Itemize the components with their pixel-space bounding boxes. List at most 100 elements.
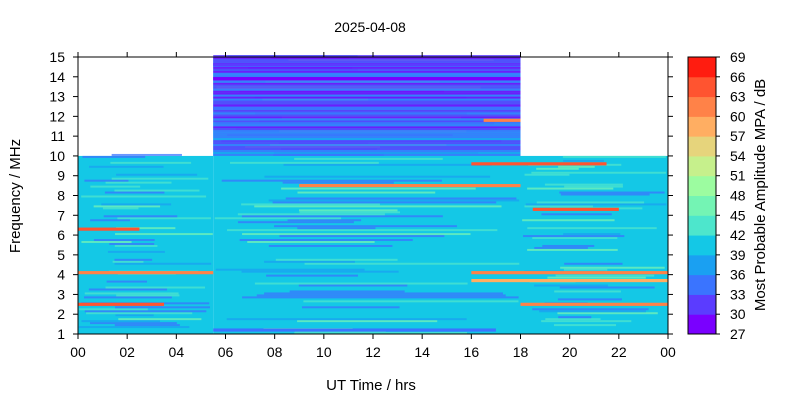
colorbar-tick-label: 48 [730, 188, 746, 204]
heatmap-cell [553, 324, 617, 327]
heatmap-cell [560, 193, 650, 196]
colorbar-tick-label: 69 [730, 49, 746, 65]
colorbar-tick-label: 63 [730, 89, 746, 105]
heatmap-cell [241, 215, 443, 218]
heatmap-cell [115, 314, 154, 317]
heatmap-cell [78, 308, 148, 311]
colorbar-segment [688, 215, 716, 236]
x-tick-label: 00 [70, 344, 86, 360]
heatmap-cell [239, 239, 413, 242]
heatmap-cell [107, 250, 165, 253]
heatmap-cell [527, 187, 614, 190]
heatmap-cell [111, 177, 209, 180]
colorbar-title: Most Probable Amplitude MPA / dB [752, 79, 769, 311]
y-tick-label: 5 [57, 247, 65, 263]
heatmap-cell [299, 211, 401, 214]
heatmap-cell [560, 266, 665, 269]
heatmap-cell [214, 217, 342, 220]
heatmap-cell [237, 221, 354, 224]
heatmap-cell [81, 320, 160, 323]
heatmap-cell [104, 191, 165, 194]
heatmap-cell [213, 140, 521, 143]
heatmap-cell [242, 296, 519, 299]
heatmap-cell [90, 219, 130, 222]
heatmap-cell [213, 84, 521, 87]
heatmap-cell [213, 114, 521, 117]
y-tick-label: 1 [57, 326, 65, 342]
heatmap-band [213, 63, 521, 67]
heatmap-cell [111, 153, 182, 156]
heatmap-cell [287, 219, 362, 222]
y-tick-label: 13 [49, 89, 65, 105]
heatmap-cell [117, 217, 211, 220]
heatmap-cell [114, 324, 180, 327]
heatmap-cell [213, 128, 521, 131]
x-tick-label: 00 [660, 344, 676, 360]
heatmap-cell [213, 94, 521, 97]
heatmap-cell [274, 225, 457, 228]
heatmap-cell [116, 294, 180, 297]
heatmap-cell [81, 241, 132, 243]
heatmap-cell [114, 233, 213, 236]
heatmap-cell [213, 88, 521, 91]
heatmap-cell [559, 286, 655, 289]
y-tick-label: 9 [57, 168, 65, 184]
x-tick-label: 18 [513, 344, 529, 360]
heatmap-cell [264, 292, 503, 295]
heatmap-cell [89, 165, 164, 168]
heatmap-cell [563, 159, 604, 162]
colorbar-tick-label: 45 [730, 207, 746, 223]
heatmap-cell [93, 205, 161, 208]
y-tick-label: 2 [57, 306, 65, 322]
x-axis: 00 02 04 06 08 10 12 14 16 18 20 22 00 [70, 52, 676, 360]
heatmap-cell [213, 74, 521, 77]
colorbar-segment [688, 155, 716, 177]
heatmap-cell [114, 258, 153, 261]
heatmap-cell [558, 316, 592, 319]
heatmap-cell [213, 122, 521, 125]
colorbar-segment [688, 175, 716, 196]
heatmap-cell [101, 203, 172, 206]
heatmap-cell [114, 262, 212, 265]
heatmap-cell [105, 181, 172, 184]
heatmap-cell [110, 161, 192, 164]
heatmap-cell [213, 136, 521, 139]
heatmap-cell [542, 244, 595, 247]
heatmap-cell [557, 298, 622, 301]
heatmap-cell [532, 308, 649, 311]
heatmap-cell [84, 179, 129, 182]
heatmap-cell [116, 173, 198, 176]
heatmap-cell [109, 242, 155, 245]
heatmap-cell [547, 276, 646, 279]
heatmap-cell [557, 312, 658, 315]
y-tick-label: 7 [57, 207, 65, 223]
heatmap-cell [89, 322, 177, 325]
heatmap-band [213, 328, 496, 332]
colorbar-tick-label: 39 [730, 247, 746, 263]
y-tick-label: 6 [57, 227, 65, 243]
colorbar: 27 30 33 36 39 42 45 48 51 54 57 60 63 66 69 [687, 49, 746, 342]
heatmap-cell [226, 318, 467, 321]
heatmap-cell [213, 110, 521, 113]
heatmap-band [532, 207, 619, 211]
y-tick-label: 12 [49, 108, 65, 124]
heatmap-cell [213, 153, 521, 156]
colorbar-segment [688, 314, 716, 335]
heatmap-cell [541, 213, 612, 216]
colorbar-segment [688, 76, 716, 98]
heatmap-cell [264, 175, 491, 178]
y-tick-label: 14 [49, 69, 65, 85]
heatmap-cell [213, 80, 521, 83]
heatmap-cell [213, 102, 521, 105]
heatmap-cell [213, 126, 521, 129]
colorbar-tick-label: 27 [730, 326, 746, 342]
heatmap-cell [213, 134, 521, 137]
heatmap-cell [564, 185, 623, 188]
heatmap-cell [213, 130, 521, 133]
heatmap-cell [524, 173, 570, 176]
x-tick-label: 16 [464, 344, 480, 360]
heatmap-cell [281, 187, 476, 190]
heatmap-cell [282, 181, 394, 184]
heatmap-cell [241, 203, 380, 206]
